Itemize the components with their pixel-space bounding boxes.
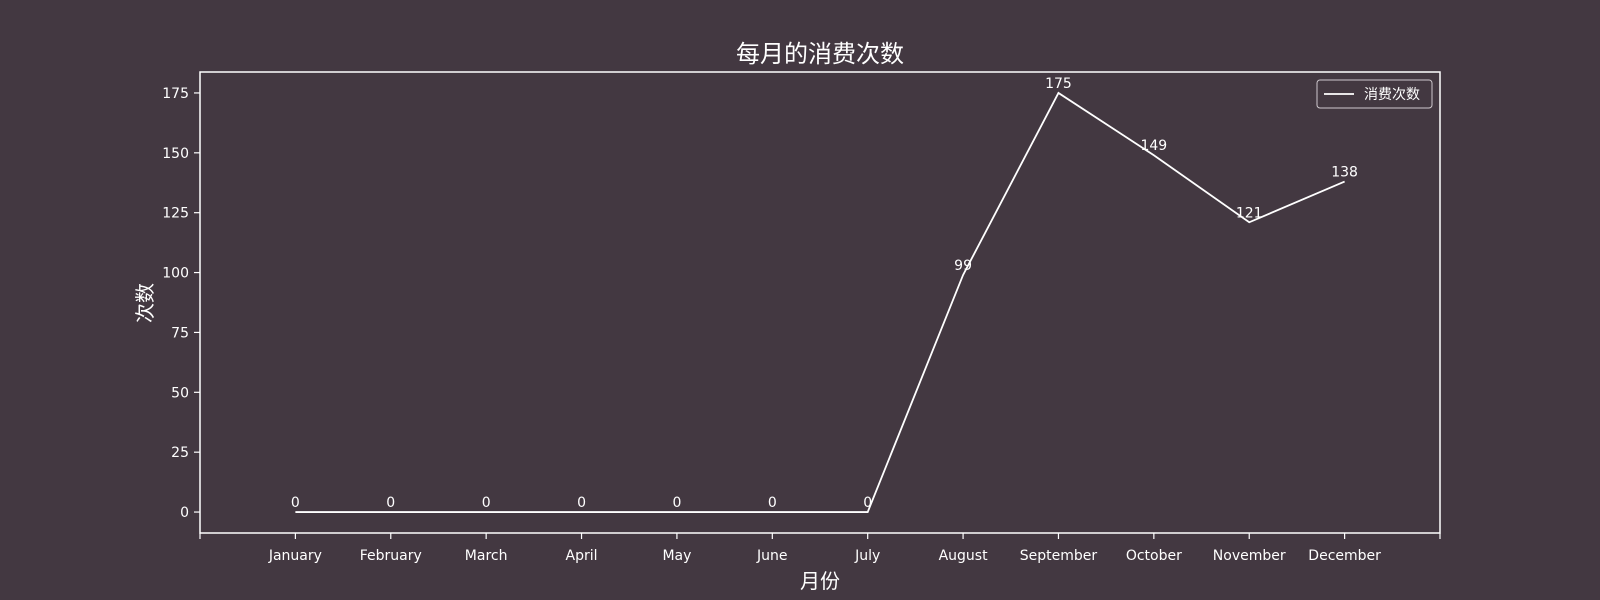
x-tick-label: July [854,548,880,564]
x-tick-label: June [756,548,788,564]
data-label: 138 [1331,165,1358,181]
data-label: 0 [291,495,300,511]
data-label: 0 [577,495,586,511]
data-label: 0 [863,495,872,511]
data-label: 99 [954,258,972,274]
x-tick-label: March [465,548,508,564]
x-axis: January February March April May June July Augu… [199,533,1441,564]
legend: 消费次数 [1316,79,1433,109]
legend-entry: 消费次数 [1364,87,1420,103]
data-label: 121 [1236,205,1263,221]
x-tick-label: August [939,548,989,564]
data-labels: 0 0 0 0 0 0 0 99 175 149 121 138 [291,76,1358,511]
y-tick-label: 50 [171,385,189,401]
x-tick-label: December [1308,548,1381,564]
y-tick-label: 150 [162,146,189,162]
x-tick-label: September [1020,548,1098,564]
data-label: 0 [386,495,395,511]
data-label: 0 [768,495,777,511]
y-tick-label: 175 [162,86,189,102]
y-axis: 0 25 50 75 100 125 150 175 [162,86,200,521]
x-tick-label: January [268,548,322,564]
chart-title: 每月的消费次数 [736,40,904,68]
y-tick-label: 75 [171,325,189,341]
plot-area [199,71,1441,534]
x-tick-label: October [1126,548,1182,564]
legend-box [1316,79,1433,109]
x-axis-title: 月份 [800,569,840,593]
y-tick-label: 0 [180,505,189,521]
data-label: 0 [672,495,681,511]
y-tick-label: 100 [162,266,189,282]
x-tick-label: November [1213,548,1286,564]
y-tick-label: 125 [162,206,189,222]
y-axis-title: 次数 [133,283,157,323]
data-label: 0 [482,495,491,511]
series-group [295,91,1345,513]
series-line [295,91,1345,513]
data-label: 149 [1140,138,1167,154]
x-tick-label: February [360,548,422,564]
x-tick-label: May [662,548,691,564]
data-label: 175 [1045,76,1072,92]
y-tick-label: 25 [171,445,189,461]
x-tick-label: April [566,548,598,564]
